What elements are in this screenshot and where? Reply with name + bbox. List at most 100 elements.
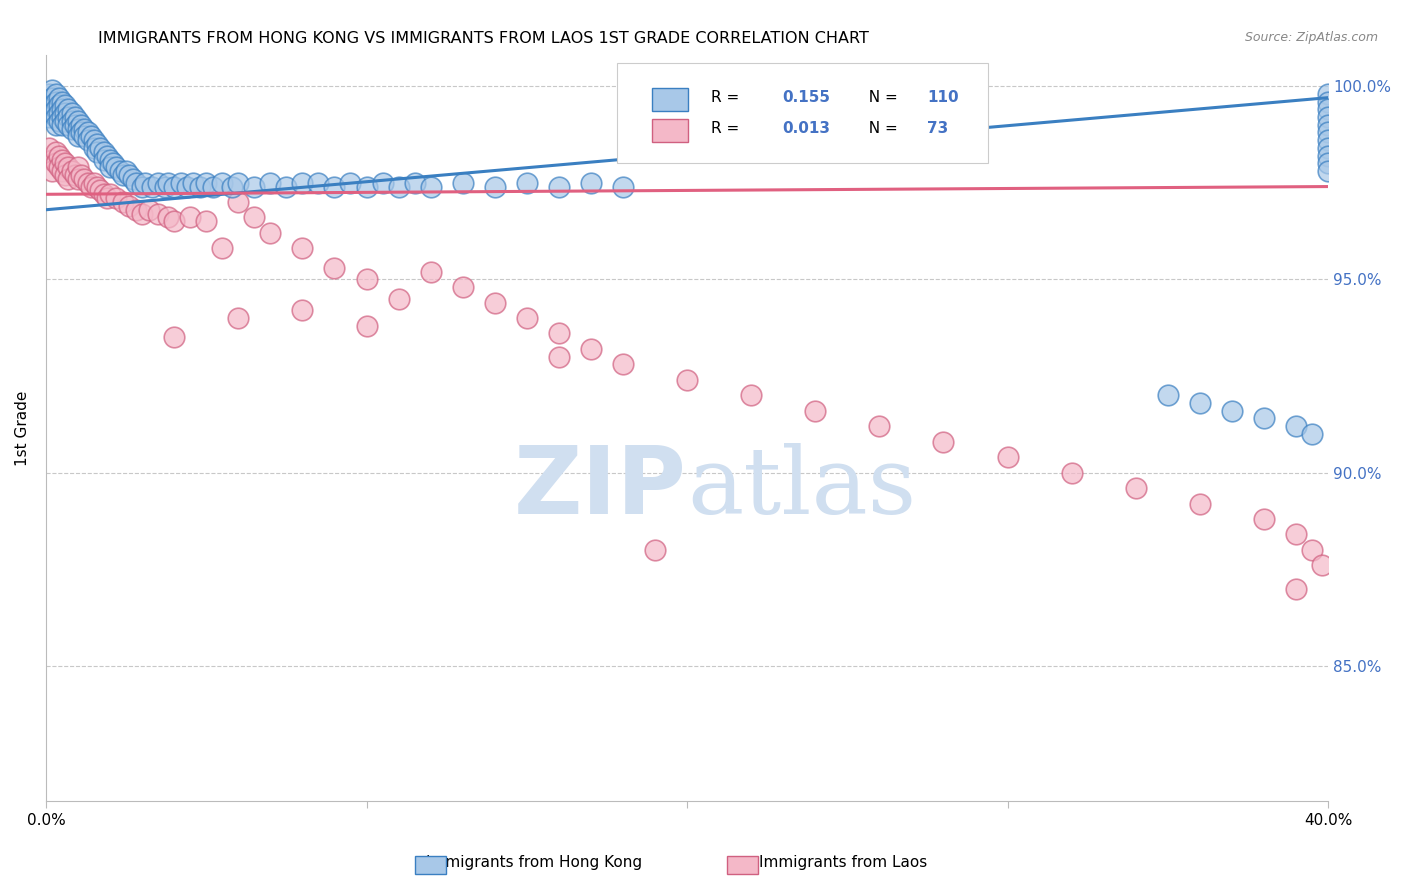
Point — [211, 241, 233, 255]
Point — [63, 118, 86, 132]
Point — [41, 83, 63, 97]
Point — [73, 171, 96, 186]
Point — [195, 214, 218, 228]
Text: N =: N = — [859, 90, 903, 105]
Point — [63, 168, 86, 182]
Point — [1125, 481, 1147, 495]
Point — [66, 160, 89, 174]
Point — [51, 118, 73, 132]
Point — [612, 179, 634, 194]
Point — [53, 113, 76, 128]
Point — [41, 153, 63, 167]
Point — [226, 194, 249, 209]
Point — [156, 176, 179, 190]
Point — [221, 179, 243, 194]
Point — [1301, 426, 1323, 441]
Point — [579, 176, 602, 190]
Point — [121, 171, 143, 186]
Point — [451, 176, 474, 190]
Point — [644, 542, 666, 557]
Point — [48, 90, 70, 104]
Point — [1317, 95, 1340, 109]
Point — [98, 153, 121, 167]
Point — [201, 179, 224, 194]
Point — [45, 102, 67, 116]
Point — [58, 102, 80, 116]
Point — [516, 310, 538, 325]
Point — [516, 176, 538, 190]
Point — [45, 118, 67, 132]
Point — [339, 176, 361, 190]
Point — [612, 357, 634, 371]
Point — [51, 95, 73, 109]
Point — [371, 176, 394, 190]
Point — [53, 106, 76, 120]
Point — [243, 179, 266, 194]
Point — [547, 326, 569, 341]
Point — [1253, 411, 1275, 425]
Point — [484, 179, 506, 194]
Text: R =: R = — [711, 90, 745, 105]
Point — [163, 330, 186, 344]
Text: ZIP: ZIP — [515, 442, 688, 533]
Point — [146, 176, 169, 190]
Point — [111, 194, 134, 209]
Point — [484, 295, 506, 310]
Point — [105, 160, 128, 174]
Point — [740, 388, 762, 402]
Point — [291, 303, 314, 318]
Point — [70, 168, 93, 182]
Point — [53, 156, 76, 170]
Point — [76, 176, 98, 190]
Point — [291, 176, 314, 190]
Point — [153, 179, 176, 194]
Point — [579, 342, 602, 356]
Point — [51, 110, 73, 124]
Point — [1317, 164, 1340, 178]
Point — [547, 179, 569, 194]
Point — [163, 179, 186, 194]
Point — [226, 310, 249, 325]
Point — [1285, 419, 1308, 434]
Point — [89, 141, 111, 155]
Point — [45, 87, 67, 101]
FancyBboxPatch shape — [652, 120, 689, 143]
Text: Source: ZipAtlas.com: Source: ZipAtlas.com — [1244, 31, 1378, 45]
Point — [38, 110, 60, 124]
Point — [48, 98, 70, 112]
Point — [60, 121, 83, 136]
Point — [93, 153, 115, 167]
Point — [89, 183, 111, 197]
Text: 0.155: 0.155 — [782, 90, 830, 105]
Point — [83, 141, 105, 155]
Point — [1317, 110, 1340, 124]
Point — [86, 136, 108, 151]
Text: IMMIGRANTS FROM HONG KONG VS IMMIGRANTS FROM LAOS 1ST GRADE CORRELATION CHART: IMMIGRANTS FROM HONG KONG VS IMMIGRANTS … — [98, 31, 869, 46]
Point — [48, 160, 70, 174]
Point — [73, 129, 96, 144]
Point — [183, 176, 205, 190]
Point — [103, 156, 125, 170]
Point — [111, 168, 134, 182]
Point — [118, 168, 141, 182]
Point — [70, 118, 93, 132]
Point — [125, 202, 148, 217]
Point — [45, 110, 67, 124]
Point — [291, 241, 314, 255]
Point — [115, 164, 138, 178]
Point — [96, 148, 118, 162]
Point — [1060, 466, 1083, 480]
Point — [547, 350, 569, 364]
Point — [48, 106, 70, 120]
Point — [932, 434, 955, 449]
Point — [41, 164, 63, 178]
Point — [70, 125, 93, 139]
Point — [323, 260, 346, 275]
Point — [108, 164, 131, 178]
Point — [179, 211, 201, 225]
Point — [60, 164, 83, 178]
FancyBboxPatch shape — [617, 62, 988, 163]
Point — [176, 179, 198, 194]
Point — [96, 191, 118, 205]
Point — [259, 226, 281, 240]
